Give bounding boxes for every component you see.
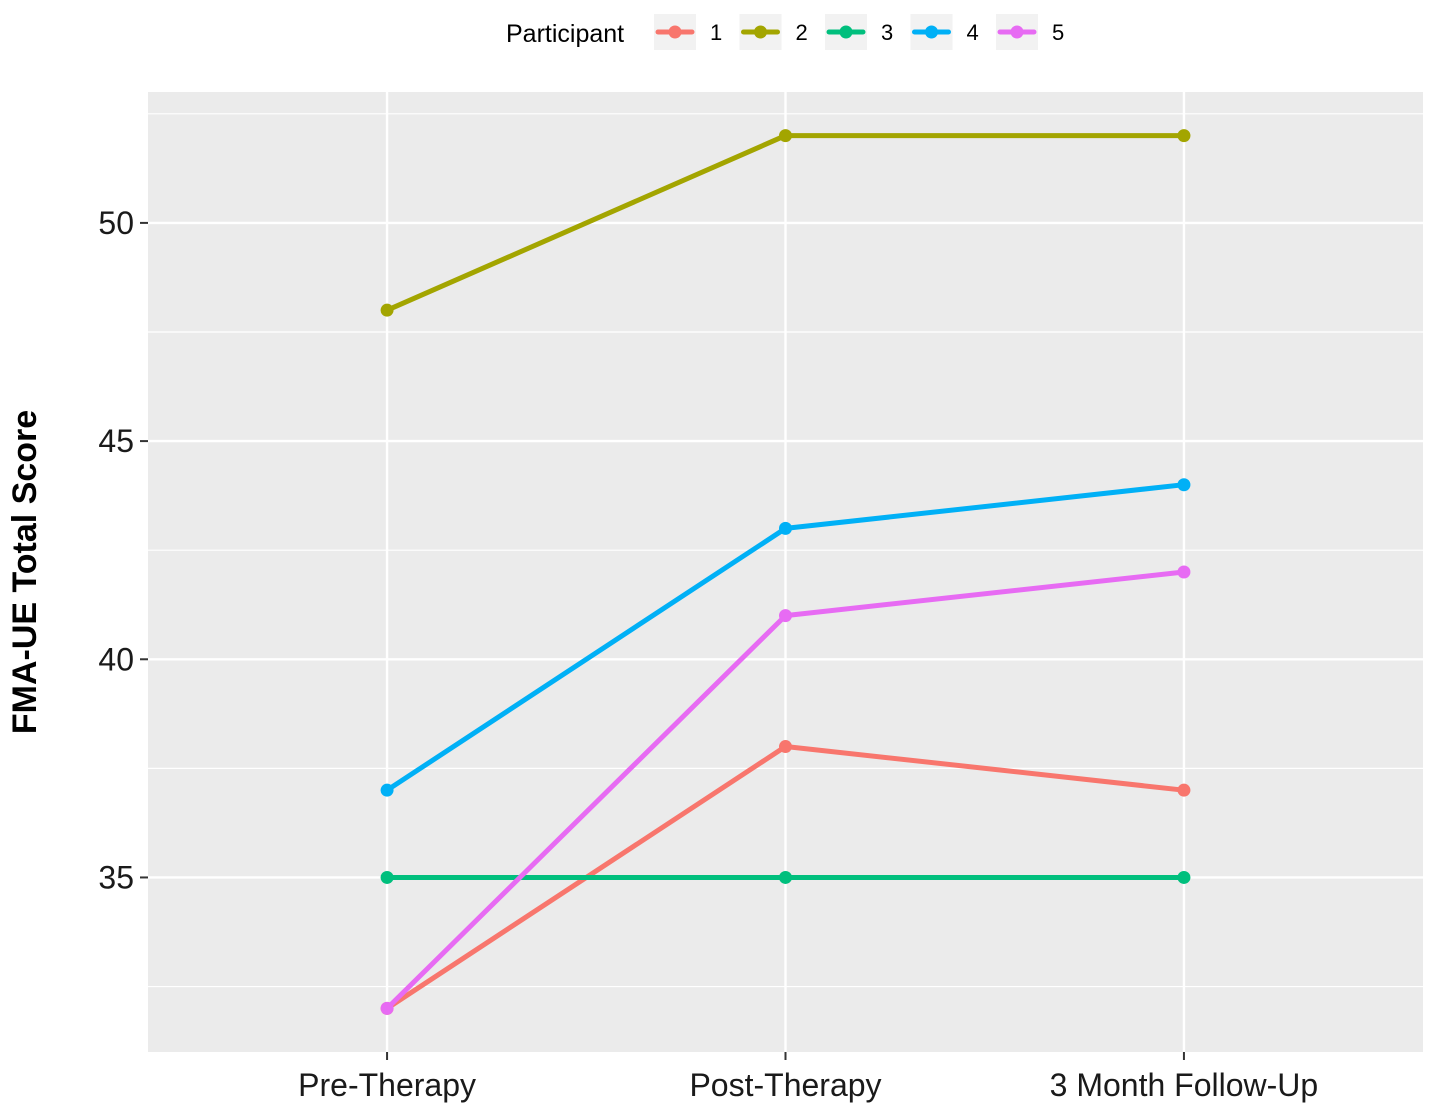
x-tick-label: Pre-Therapy (298, 1067, 476, 1103)
series-layer (380, 129, 1191, 1015)
legend-label-3: 3 (881, 20, 893, 45)
data-point-3 (1177, 870, 1191, 884)
legend-point-2 (754, 25, 767, 39)
legend-point-5 (1010, 25, 1024, 39)
x-axis: Pre-Therapy Post-Therapy 3 Month Follow-Up (298, 1052, 1318, 1103)
y-tick-label: 45 (98, 423, 134, 459)
data-point-1 (1177, 783, 1191, 797)
data-point-5 (1177, 565, 1191, 579)
y-tick-label: 35 (98, 859, 134, 895)
data-point-4 (1177, 478, 1191, 492)
legend-label-2: 2 (796, 20, 808, 45)
legend-point-1 (668, 25, 682, 39)
legend-label-4: 4 (967, 20, 979, 45)
y-tick-label: 50 (98, 205, 134, 241)
legend-label-5: 5 (1052, 20, 1064, 45)
legend-label-1: 1 (710, 20, 722, 45)
data-point-3 (380, 870, 394, 884)
legend-point-3 (839, 25, 853, 39)
data-point-2 (380, 303, 394, 317)
legend: Participant 1 2 3 4 5 (506, 14, 1064, 50)
data-point-5 (779, 609, 792, 623)
legend-title: Participant (506, 20, 624, 48)
legend-point-4 (925, 25, 938, 39)
data-point-2 (1177, 129, 1191, 143)
legend-items: 1 2 3 4 5 (654, 14, 1064, 50)
y-axis: 35 40 45 50 (98, 205, 148, 895)
data-point-5 (380, 1001, 394, 1015)
data-point-4 (779, 521, 792, 535)
y-tick-label: 40 (98, 641, 134, 677)
data-point-4 (380, 783, 394, 797)
x-tick-label: Post-Therapy (689, 1067, 881, 1103)
y-axis-title: FMA-UE Total Score (6, 410, 44, 734)
x-tick-label: 3 Month Follow-Up (1050, 1067, 1319, 1103)
data-point-1 (779, 740, 792, 754)
data-point-2 (779, 129, 792, 143)
data-point-3 (779, 870, 792, 884)
